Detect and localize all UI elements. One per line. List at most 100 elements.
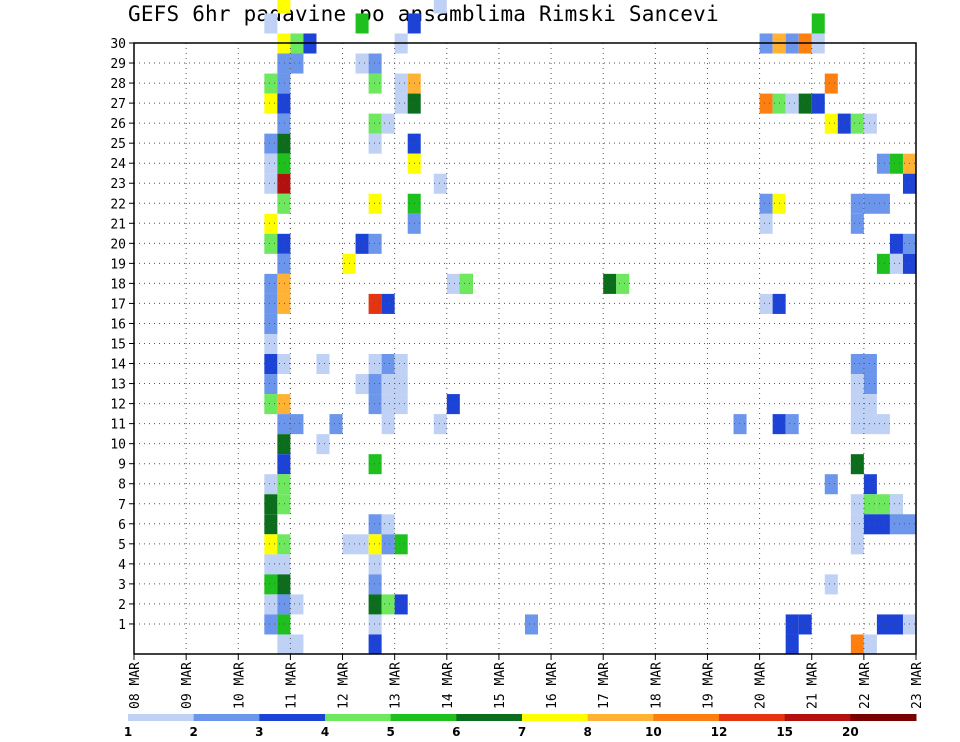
heat-cell [290, 594, 304, 615]
heat-cell [446, 273, 460, 294]
x-tick-label: 22 MAR [858, 662, 873, 709]
heat-cell [277, 414, 304, 435]
heat-cell [368, 534, 382, 555]
y-tick-label: 28 [110, 77, 126, 92]
heat-cell [277, 354, 291, 375]
heat-cell [264, 133, 278, 154]
heat-cell [355, 53, 369, 74]
colorbar-label: 3 [255, 725, 263, 739]
colorbar-label: 6 [452, 725, 460, 739]
y-tick-label: 11 [110, 418, 126, 433]
heat-cell [824, 113, 838, 134]
heat-cell [616, 273, 630, 294]
colorbar-segment [522, 714, 589, 721]
heat-cell [368, 594, 382, 615]
x-tick-label: 14 MAR [441, 662, 456, 709]
colorbar-label: 5 [386, 725, 394, 739]
heat-cell [850, 374, 864, 395]
heat-cell [433, 414, 447, 435]
y-tick-label: 9 [118, 458, 126, 473]
heat-cell [355, 534, 369, 555]
heat-cell [446, 394, 460, 415]
heat-cell [368, 53, 382, 74]
heat-cell [368, 293, 382, 314]
heat-cell [850, 414, 890, 435]
y-tick-label: 12 [110, 398, 126, 413]
heat-cell [850, 213, 864, 234]
heat-cell [277, 293, 291, 314]
x-tick-label: 21 MAR [806, 662, 821, 709]
y-tick-label: 13 [110, 378, 126, 393]
heat-cell [368, 193, 382, 214]
heat-cell [381, 534, 395, 555]
heat-cell [850, 634, 864, 655]
heat-cell [525, 614, 539, 635]
heat-cell [316, 354, 330, 375]
heat-cell [759, 93, 773, 114]
heat-cell [759, 193, 773, 214]
heat-cell [277, 273, 291, 294]
heat-cell [264, 273, 278, 294]
heat-cell [368, 454, 382, 475]
y-tick-label: 19 [110, 257, 126, 272]
heat-cell [394, 354, 408, 375]
heat-cell [811, 93, 825, 114]
y-tick-label: 27 [110, 97, 126, 112]
heat-cell [733, 414, 747, 435]
heat-cell [264, 474, 278, 495]
heat-cell [824, 73, 838, 94]
heat-cell [785, 614, 799, 635]
y-tick-label: 10 [110, 438, 126, 453]
heat-cell [368, 394, 382, 415]
heat-cell [277, 233, 291, 254]
heat-cell [277, 113, 291, 134]
heat-cell [394, 93, 408, 114]
heat-cell [277, 534, 291, 555]
colorbar-label: 4 [321, 725, 329, 739]
x-tick-label: 18 MAR [649, 662, 664, 709]
heat-cell [316, 434, 330, 455]
heat-cell [433, 173, 447, 194]
heat-cell [277, 53, 291, 74]
colorbar-label: 20 [842, 725, 859, 739]
heat-cell [277, 594, 291, 615]
colorbar-segment [456, 714, 523, 721]
heat-cell [863, 474, 877, 495]
heat-cell [264, 233, 278, 254]
heat-cell [355, 233, 369, 254]
heat-cell [368, 73, 382, 94]
y-tick-label: 6 [118, 518, 126, 533]
heat-cell [264, 554, 291, 575]
heat-cell [850, 394, 877, 415]
y-tick-label: 15 [110, 337, 126, 352]
colorbar-segment [128, 714, 195, 721]
y-tick-label: 8 [118, 478, 126, 493]
heat-cell [277, 434, 291, 455]
y-tick-label: 14 [110, 358, 126, 373]
heat-cell [277, 454, 291, 475]
heat-cell [785, 634, 799, 655]
colorbar-segment [784, 714, 851, 721]
heat-cell [264, 73, 278, 94]
heat-cell [264, 614, 278, 635]
heat-cell [394, 73, 408, 94]
heat-cell [264, 213, 278, 234]
heatmap-cells [264, 0, 916, 655]
heat-cell [368, 514, 382, 535]
heat-cell [277, 0, 291, 14]
colorbar-label: 15 [776, 725, 793, 739]
heat-cell [368, 233, 382, 254]
heat-cell [264, 494, 278, 515]
heat-cell [902, 233, 916, 254]
plot-frame [133, 42, 917, 655]
heat-cell [850, 454, 864, 475]
x-tick-label: 16 MAR [545, 662, 560, 709]
heat-cell [277, 574, 291, 595]
heat-cell [381, 414, 395, 435]
heat-cell [381, 293, 395, 314]
heat-cell [290, 53, 304, 74]
heat-cell [850, 354, 877, 375]
y-tick-label: 25 [110, 137, 126, 152]
heat-cell [277, 193, 291, 214]
heat-cell [277, 253, 291, 274]
